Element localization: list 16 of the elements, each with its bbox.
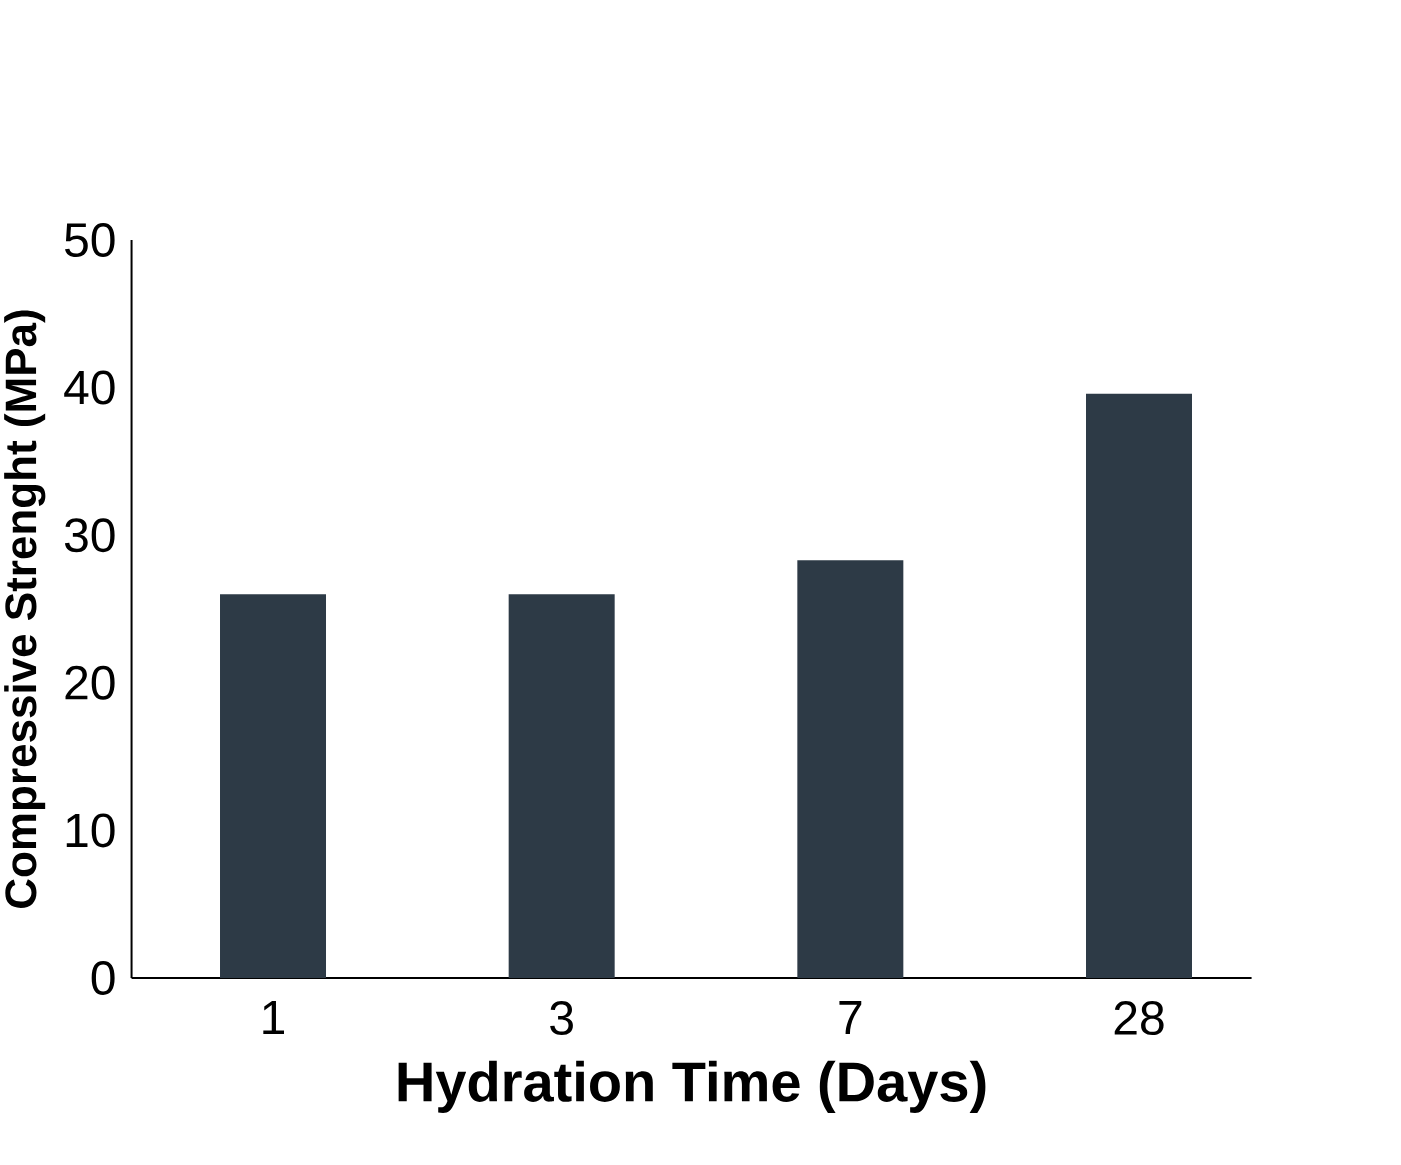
y-tick-label: 30: [64, 518, 115, 553]
x-tick-label: 3: [550, 1001, 573, 1036]
y-tick-label: 10: [66, 813, 115, 848]
bar: [220, 594, 326, 978]
y-tick-label: 20: [65, 665, 115, 700]
y-tick-label: 40: [64, 370, 115, 405]
x-tick-label: 7: [839, 1001, 862, 1035]
y-tick-label: 0: [91, 961, 115, 995]
bar: [797, 560, 904, 978]
x-tick-label: 28: [1114, 1001, 1164, 1036]
bar: [1086, 393, 1192, 978]
x-tick-label: 1: [263, 1001, 284, 1035]
y-tick-label: 50: [65, 223, 115, 257]
y-axis-title: Compressive Strenght (MPa): [4, 310, 46, 908]
bar: [508, 594, 615, 978]
x-axis-title: Hydration Time (Days): [398, 1060, 986, 1113]
